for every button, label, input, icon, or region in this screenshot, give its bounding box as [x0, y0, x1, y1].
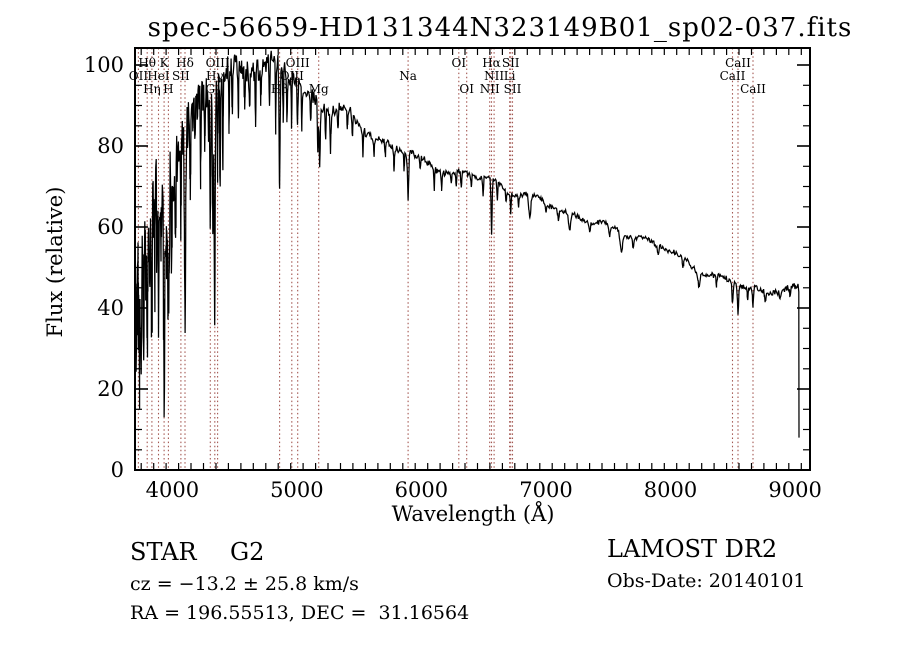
object-subclass: G2	[230, 538, 264, 566]
axis-ticks	[135, 48, 810, 471]
line-marker-label: G	[206, 82, 216, 96]
line-marker-label: OIII	[286, 56, 310, 70]
line-marker-label: SII	[172, 69, 190, 83]
line-marker-label: OIII	[206, 56, 230, 70]
y-tick-label: 40	[97, 296, 124, 320]
line-marker-label: CaII	[740, 82, 766, 96]
line-marker-label: Mg	[309, 82, 329, 96]
object-class: STAR	[130, 538, 197, 566]
line-marker-label: Hη	[143, 82, 161, 96]
ra-dec-line: RA = 196.55513, DEC = 31.16564	[130, 602, 469, 624]
x-tick-label: 5000	[270, 478, 323, 502]
line-marker-label: OI	[459, 82, 474, 96]
line-marker-label: SII	[504, 82, 522, 96]
y-tick-label: 80	[97, 134, 124, 158]
spectral-line-markers	[137, 48, 754, 470]
line-marker-label: NII	[480, 82, 500, 96]
spectral-line-labels: OIIHθHηHeIKHSIIHδGHγOIIIHβOIIIOIIIMgNaOI…	[129, 56, 766, 96]
line-marker-label: HeI	[147, 69, 170, 83]
line-marker-label: Hα	[482, 56, 501, 70]
radial-velocity-line: cz = −13.2 ± 25.8 km/s	[130, 573, 359, 595]
line-marker-label: Li	[504, 69, 516, 83]
line-marker-label: OII	[129, 69, 149, 83]
line-marker-label: CaII	[725, 56, 751, 70]
y-tick-label: 100	[84, 53, 124, 77]
line-marker-label: OI	[452, 56, 467, 70]
line-marker-label: Hβ	[271, 82, 288, 96]
x-tick-label: 7000	[519, 478, 572, 502]
line-marker-label: Hδ	[176, 56, 194, 70]
plot-title: spec-56659-HD131344N323149B01_sp02-037.f…	[148, 13, 853, 43]
y-tick-label: 20	[97, 377, 124, 401]
line-marker-label: NII	[484, 69, 504, 83]
y-tick-label: 60	[97, 215, 124, 239]
spectrum-trace-group	[135, 50, 800, 462]
line-marker-label: CaII	[720, 69, 746, 83]
spectrum-trace	[135, 50, 800, 462]
line-marker-label: Hθ	[138, 56, 156, 70]
line-marker-label: SII	[502, 56, 520, 70]
x-tick-label: 9000	[768, 478, 821, 502]
survey-release-label: LAMOST DR2	[607, 535, 777, 563]
axis-tick-labels: 4000 5000 6000 7000 8000 9000 0 20 40 60 80 100	[84, 53, 822, 502]
x-axis-label: Wavelength (Å)	[392, 501, 555, 526]
obs-date-line: Obs-Date: 20140101	[607, 570, 806, 592]
x-tick-label: 8000	[644, 478, 697, 502]
y-axis-label: Flux (relative)	[43, 187, 67, 338]
line-marker-label: OIII	[280, 69, 304, 83]
plot-frame	[134, 47, 811, 471]
line-marker-label: Na	[399, 69, 417, 83]
line-marker-label: Hγ	[206, 69, 224, 83]
y-tick-label: 0	[111, 458, 124, 482]
line-marker-label: H	[163, 82, 173, 96]
x-tick-label: 4000	[146, 478, 199, 502]
line-marker-label: K	[160, 56, 170, 70]
x-tick-label: 6000	[395, 478, 448, 502]
